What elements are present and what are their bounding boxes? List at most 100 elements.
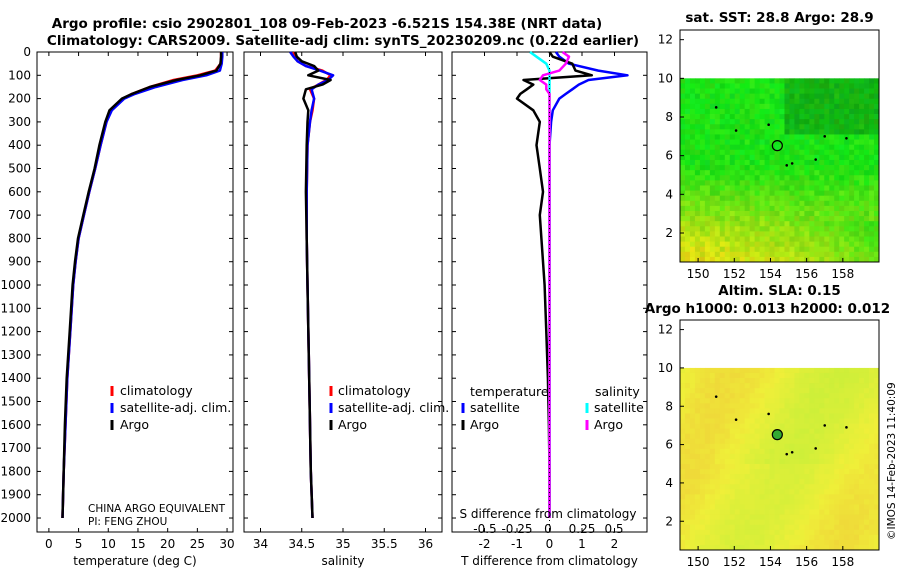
map-cell [799, 519, 805, 526]
map-cell [784, 378, 790, 384]
map-cell [854, 241, 860, 248]
map-cell [769, 464, 775, 470]
map-cell [684, 458, 691, 465]
map-cell [734, 524, 741, 531]
map-cell [784, 144, 790, 151]
map-cell [804, 154, 810, 161]
map-cell [789, 88, 795, 95]
map-cell [839, 210, 845, 217]
map-cell [814, 190, 820, 197]
map-cell [799, 479, 805, 485]
map-cell [804, 519, 810, 526]
map-cell [844, 114, 850, 120]
map-cell [764, 144, 770, 151]
map-cell [719, 170, 726, 176]
map-cell [689, 378, 696, 384]
map-cell [844, 489, 850, 495]
map-cell [804, 529, 810, 536]
map-cell [680, 534, 686, 541]
map-cell [834, 165, 840, 171]
map-cell [724, 544, 731, 551]
map-cell [704, 423, 711, 430]
map-cell [844, 241, 850, 248]
map-cell [834, 539, 840, 546]
map-cell [729, 103, 736, 110]
map-cell [814, 458, 820, 465]
map-cell [764, 78, 770, 84]
map-cell [719, 129, 726, 135]
map-cell [744, 438, 751, 445]
map-cell [769, 383, 775, 389]
map-cell [719, 175, 726, 181]
map-cell [734, 144, 741, 151]
map-cell [794, 529, 800, 536]
map-cell [689, 499, 696, 505]
map-cell [694, 499, 701, 505]
map-cell [729, 200, 736, 207]
map-cell [829, 529, 835, 536]
map-cell [754, 210, 761, 217]
map-cell [694, 474, 701, 480]
map-cell [714, 539, 721, 546]
map-cell [799, 448, 805, 455]
map-cell [839, 241, 845, 248]
map-cell [824, 108, 830, 115]
map-cell [874, 119, 880, 125]
map-cell [734, 124, 741, 130]
map-cell [704, 433, 711, 440]
map-cell [854, 200, 860, 207]
map-cell [854, 423, 860, 430]
map-cell [864, 175, 870, 181]
map-cell [759, 180, 765, 186]
map-cell [699, 367, 706, 374]
map-cell [854, 464, 860, 470]
map-cell [829, 413, 835, 419]
map-cell [859, 388, 865, 394]
map-cell [680, 149, 686, 156]
map-cell [869, 165, 875, 171]
map-cell [769, 413, 775, 419]
map-cell [834, 464, 840, 470]
map-cell [789, 149, 795, 156]
map-cell [754, 458, 761, 465]
map-cell [819, 124, 825, 130]
map-cell [739, 139, 746, 146]
map-cell [844, 484, 850, 490]
map-cell [759, 514, 765, 521]
map-cell [799, 108, 805, 115]
map-cell [684, 448, 691, 455]
map-cell [874, 408, 880, 414]
map-cell [859, 423, 865, 430]
map-cell [854, 210, 860, 217]
map-cell [829, 251, 835, 258]
map-cell [854, 378, 860, 384]
map-cell [739, 124, 746, 130]
map-cell [764, 134, 770, 140]
map-cell [709, 195, 716, 202]
map-cell [729, 428, 736, 435]
map-cell [829, 418, 835, 424]
map-cell [819, 464, 825, 470]
map-cell [734, 393, 741, 399]
map-cell [804, 403, 810, 409]
map-cell [709, 251, 716, 258]
map-cell [699, 509, 706, 515]
depth-tick-label: 800 [8, 231, 31, 245]
map-cell [789, 93, 795, 100]
map-cell [764, 494, 770, 500]
map-cell [729, 464, 736, 470]
map-y-tick-label: 2 [665, 514, 673, 528]
map-cell [714, 423, 721, 430]
map-cell [859, 251, 865, 258]
map-cell [699, 393, 706, 399]
map-cell [809, 195, 815, 202]
map-cell [859, 534, 865, 541]
map-cell [864, 504, 870, 510]
map-cell [854, 246, 860, 253]
map-cell [744, 499, 751, 505]
map-cell [854, 231, 860, 237]
map-cell [719, 159, 726, 166]
map-cell [759, 108, 765, 115]
map-cell [684, 529, 691, 536]
map-cell [744, 443, 751, 450]
